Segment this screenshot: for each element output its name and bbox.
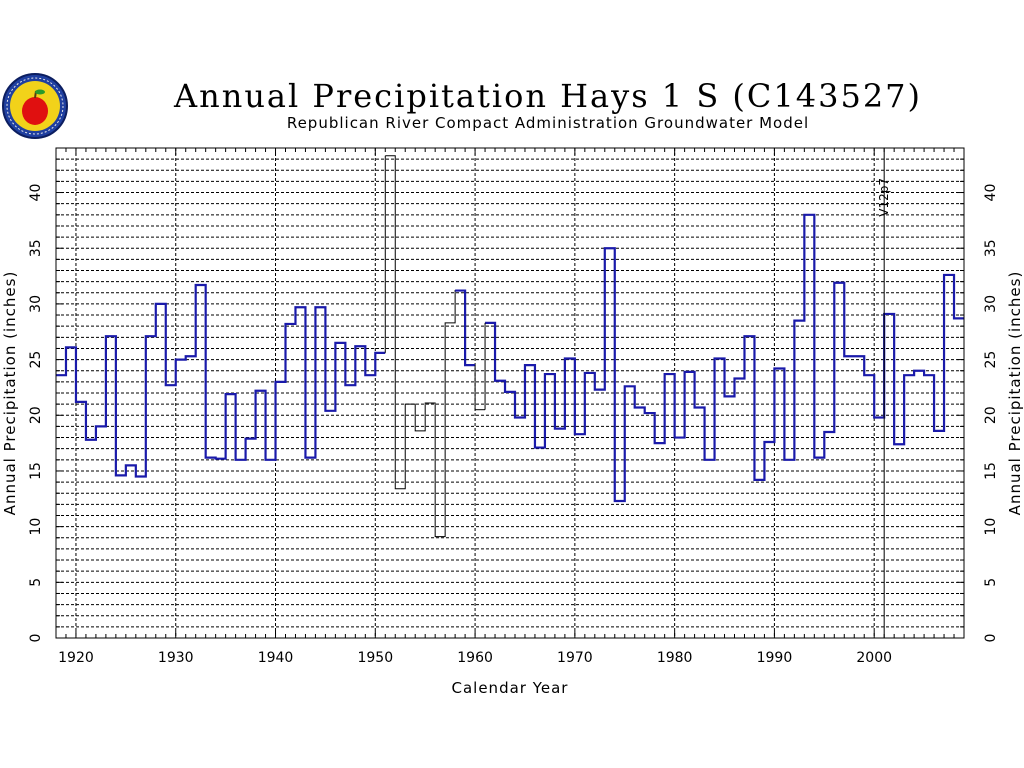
y-tick-label-right: 15	[983, 462, 999, 480]
annotation-label: V12p7	[877, 178, 891, 217]
y-tick-label-right: 25	[983, 351, 999, 369]
y-tick-label-right: 0	[983, 634, 999, 643]
series-line-observed	[455, 289, 476, 367]
chart-title: Annual Precipitation Hays 1 S (C143527)	[173, 77, 922, 115]
x-tick-label: 1930	[158, 650, 194, 666]
x-tick-label: 1960	[457, 650, 493, 666]
y-tick-label-right: 35	[983, 239, 999, 257]
x-axis-title: Calendar Year	[452, 679, 569, 697]
y-tick-label-right: 5	[983, 578, 999, 587]
annotation-layer: V12p7	[877, 148, 891, 638]
y-tick-label-right: 10	[983, 518, 999, 536]
y-tick-label-left: 5	[28, 578, 44, 587]
x-tick-label: 2000	[856, 650, 892, 666]
y-tick-label-right: 20	[983, 406, 999, 424]
y-axis-title-right: Annual Precipitation (inches)	[1006, 271, 1024, 516]
y-tick-label-left: 10	[28, 518, 44, 536]
chart-subtitle: Republican River Compact Administration …	[287, 114, 809, 132]
series-line-observed	[485, 213, 964, 503]
y-tick-label-left: 25	[28, 351, 44, 369]
apple-icon	[22, 97, 48, 125]
y-tick-label-left: 30	[28, 295, 44, 313]
y-tick-label-right: 40	[983, 184, 999, 202]
y-tick-label-left: 20	[28, 406, 44, 424]
y-axis-title-left: Annual Precipitation (inches)	[1, 271, 19, 516]
series-line-observed	[56, 283, 386, 478]
series-layer	[56, 155, 964, 538]
x-tick-label: 1970	[557, 650, 593, 666]
x-tick-label: 1990	[757, 650, 793, 666]
logo-emblem	[2, 73, 68, 139]
x-tick-label: 1950	[357, 650, 393, 666]
y-tick-label-left: 40	[28, 184, 44, 202]
axes: 0 0 5 5 10 10 15 15 20 20 25 25 30 30 35 35 40 40 1920 1930…	[28, 148, 999, 666]
y-tick-label-left: 35	[28, 239, 44, 257]
series-line-estimated	[385, 155, 466, 538]
x-tick-label: 1940	[258, 650, 294, 666]
y-tick-label-left: 15	[28, 462, 44, 480]
y-tick-label-right: 30	[983, 295, 999, 313]
grid	[56, 148, 964, 638]
y-tick-label-left: 0	[28, 634, 44, 643]
x-tick-label: 1980	[657, 650, 693, 666]
x-tick-label: 1920	[58, 650, 94, 666]
